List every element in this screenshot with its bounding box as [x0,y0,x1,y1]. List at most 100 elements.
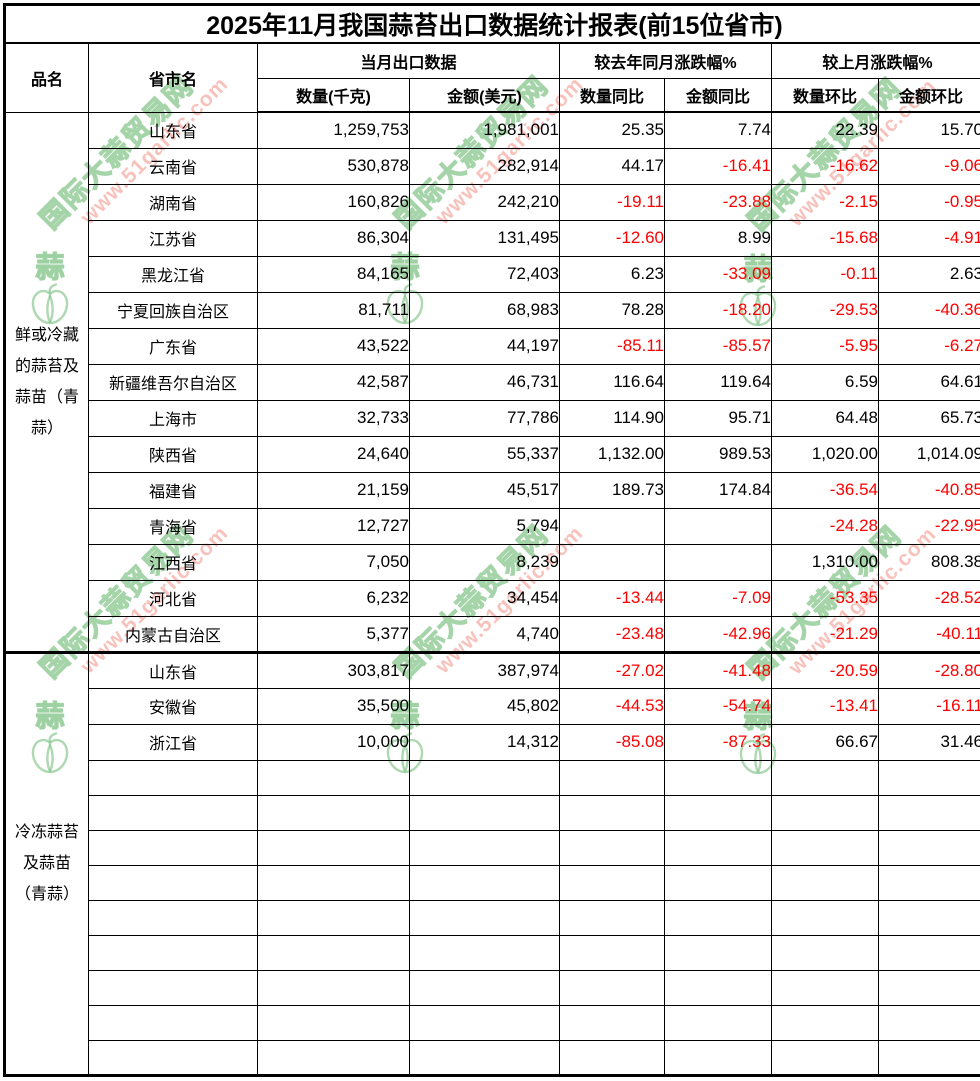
value-cell-qty_mom: 1,310.00 [771,543,879,581]
value-cell-amount_mom: -4.91 [877,219,980,257]
table-row-empty [5,1004,980,1041]
value-cell-amount_yoy: 119.64 [664,363,772,401]
value-cell-amount: 5,794 [409,507,560,545]
value-cell-qty_mom: 22.39 [771,111,879,149]
table-row: 广东省 43,522 44,197 -85.11 -85.57 -5.95 -6.27 [5,327,980,365]
value-cell-amount: 282,914 [409,147,560,185]
product-label: 冷冻蒜苔及蒜苗（青蒜） [14,824,79,903]
province-cell: 内蒙古自治区 [88,615,258,653]
table-row: 江苏省 86,304 131,495 -12.60 8.99 -15.68 -4.91 [5,219,980,257]
value-cell-amount: 68,983 [409,291,560,329]
empty-cell [88,899,258,936]
value-cell-amount_yoy: 989.53 [664,435,772,473]
col-header-mom-group: 较上月涨跌幅% [770,42,980,79]
value-cell-amount: 34,454 [409,579,560,617]
empty-cell [664,1039,772,1077]
value-cell-amount_mom: -28.80 [877,650,980,689]
value-cell-qty_mom: -21.29 [771,615,879,653]
value-cell-amount_mom: 808.38 [877,543,980,581]
table-row: 安徽省 35,500 45,802 -44.53 -54.74 -13.41 -16.11 [5,687,980,725]
value-cell-amount_yoy: -18.20 [664,291,772,329]
province-cell: 云南省 [88,147,258,185]
empty-cell [771,934,879,971]
value-cell-amount_mom: -22.95 [877,507,980,545]
empty-cell [409,1004,560,1041]
empty-cell [409,969,560,1006]
value-cell-amount: 4,740 [409,615,560,653]
province-cell: 山东省 [88,111,258,149]
table-row: 冷冻蒜苔及蒜苗（青蒜） 山东省 303,817 387,974 -27.02 -41.48… [4,650,980,1076]
value-cell-qty_mom: -2.15 [771,183,879,221]
province-cell: 广东省 [88,327,258,365]
col-header-yoy-group: 较去年同月涨跌幅% [559,42,772,79]
empty-cell [664,1004,772,1041]
empty-cell [88,794,258,831]
empty-cell [877,759,980,796]
value-cell-qty_yoy [559,543,665,581]
value-cell-amount: 131,495 [409,219,560,257]
value-cell-amount_yoy: -33.09 [664,255,772,293]
value-cell-amount_yoy: -41.48 [664,650,772,689]
value-cell-qty_mom: -0.11 [771,255,879,293]
province-cell: 黑龙江省 [88,255,258,293]
province-cell: 江苏省 [88,219,258,257]
table-row-empty [5,829,980,866]
province-cell: 湖南省 [88,183,258,221]
product-name-cell: 鲜或冷藏的蒜苔及蒜苗（青蒜） [4,111,89,653]
empty-cell [257,794,410,831]
value-cell-qty: 81,711 [257,291,410,329]
value-cell-amount_yoy: -23.88 [664,183,772,221]
empty-cell [771,1039,879,1077]
value-cell-amount: 45,802 [409,687,560,725]
empty-cell [257,1004,410,1041]
value-cell-qty_yoy: 114.90 [559,399,665,437]
table-row: 上海市 32,733 77,786 114.90 95.71 64.48 65.73 [5,399,980,437]
value-cell-qty_mom: 66.67 [771,723,879,761]
value-cell-qty: 84,165 [257,255,410,293]
value-cell-qty_mom: -29.53 [771,291,879,329]
value-cell-qty_mom: -53.35 [771,579,879,617]
header-sub-row: 数量(千克) 金额(美元) 数量同比 金额同比 数量环比 金额环比 [5,77,980,113]
empty-cell [88,829,258,866]
value-cell-qty: 7,050 [257,543,410,581]
empty-cell [664,794,772,831]
empty-cell [771,899,879,936]
value-cell-amount_mom: -40.11 [877,615,980,653]
empty-cell [877,969,980,1006]
value-cell-amount_mom: -6.27 [877,327,980,365]
empty-cell [559,759,665,796]
col-header-qty-kg: 数量(千克) [257,77,410,113]
empty-cell [88,759,258,796]
value-cell-qty_yoy: 6.23 [559,255,665,293]
province-cell: 河北省 [88,579,258,617]
value-cell-qty: 86,304 [257,219,410,257]
col-header-current-month: 当月出口数据 [257,42,560,79]
province-cell: 青海省 [88,507,258,545]
value-cell-qty: 6,232 [257,579,410,617]
value-cell-qty: 24,640 [257,435,410,473]
empty-cell [664,759,772,796]
empty-cell [877,794,980,831]
value-cell-qty: 10,000 [257,723,410,761]
value-cell-qty: 160,826 [257,183,410,221]
value-cell-qty_yoy: -23.48 [559,615,665,653]
empty-cell [257,864,410,901]
value-cell-amount: 45,517 [409,471,560,509]
empty-cell [771,794,879,831]
value-cell-amount: 8,239 [409,543,560,581]
value-cell-qty: 35,500 [257,687,410,725]
empty-cell [559,969,665,1006]
value-cell-amount_yoy: 7.74 [664,111,772,149]
value-cell-amount: 44,197 [409,327,560,365]
value-cell-qty: 12,727 [257,507,410,545]
value-cell-amount_yoy [664,543,772,581]
value-cell-amount_mom: -0.95 [877,183,980,221]
header-group-row: 品名 省市名 当月出口数据 较去年同月涨跌幅% 较上月涨跌幅% [4,42,980,113]
value-cell-qty_yoy: 25.35 [559,111,665,149]
province-cell: 江西省 [88,543,258,581]
empty-cell [771,864,879,901]
value-cell-amount: 387,974 [409,650,560,689]
title-row: 2025年11月我国蒜苔出口数据统计报表(前15位省市) [2,3,980,44]
province-cell: 安徽省 [88,687,258,725]
